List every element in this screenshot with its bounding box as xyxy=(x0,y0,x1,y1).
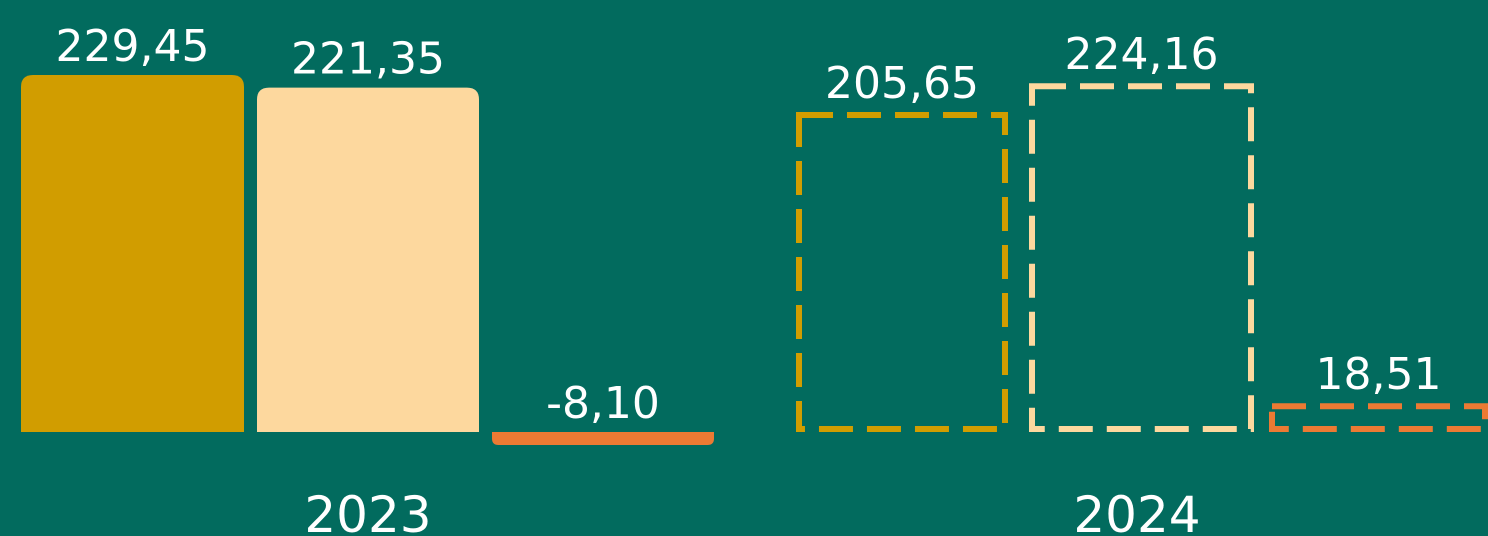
value-label-2023-1: 229,45 xyxy=(56,21,210,72)
value-label-2024-3: 18,51 xyxy=(1316,349,1442,400)
value-label-2023-3: -8,10 xyxy=(546,378,660,429)
value-label-2023-2: 221,35 xyxy=(291,34,445,85)
category-label-2023: 2023 xyxy=(304,486,431,536)
bar-2024-2 xyxy=(1029,83,1254,432)
value-label-2024-2: 224,16 xyxy=(1065,29,1219,80)
value-label-2024-1: 205,65 xyxy=(825,58,979,109)
bar-2024-3 xyxy=(1269,403,1488,432)
category-label-2024: 2024 xyxy=(1073,486,1200,536)
bars-group xyxy=(21,75,1488,445)
value-labels-group: 229,45 221,35 -8,10 205,65 224,16 18,51 xyxy=(56,21,1442,429)
bar-2023-2 xyxy=(257,87,479,432)
bar-2023-1 xyxy=(21,75,244,432)
bar-2024-1 xyxy=(796,112,1008,432)
bar-2023-3 xyxy=(492,432,714,445)
